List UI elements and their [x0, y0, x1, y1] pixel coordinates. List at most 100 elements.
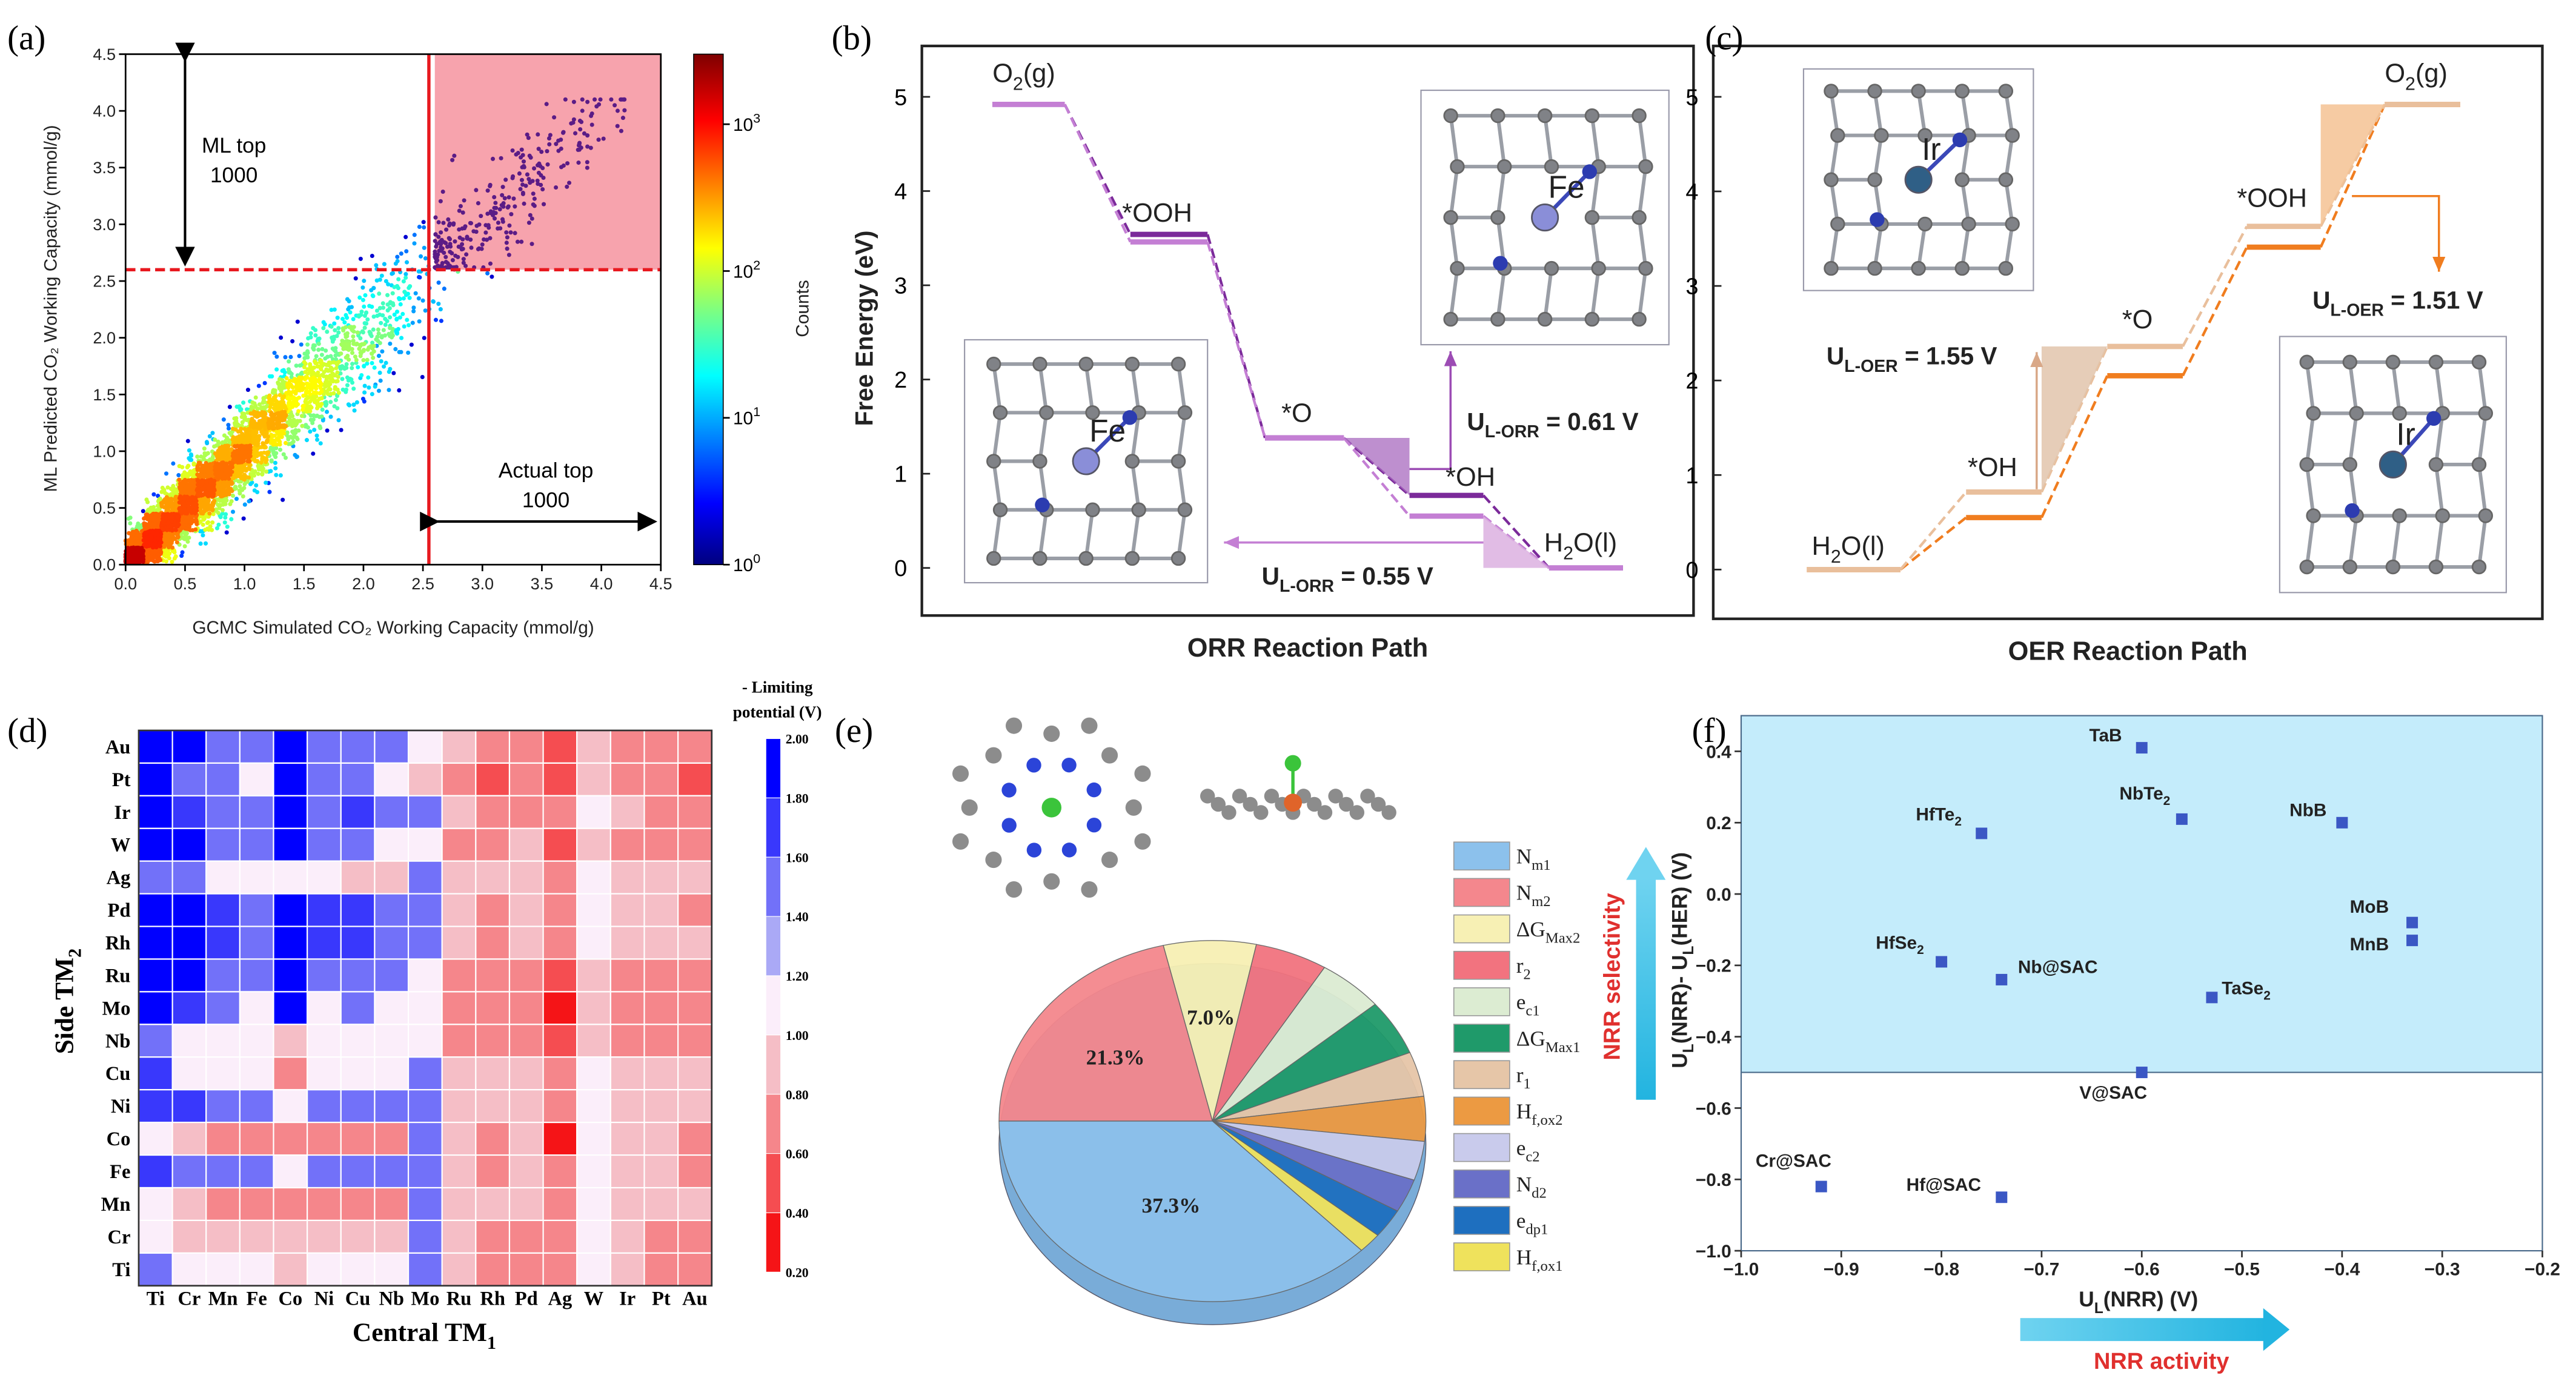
text-segment: O(l): [1573, 529, 1617, 558]
text-segment: = 1.55 V: [1898, 342, 1997, 370]
data-point: [315, 406, 320, 411]
data-point: [232, 444, 237, 449]
data-point: [513, 231, 517, 236]
data-point: [520, 190, 525, 195]
data-point: [227, 440, 232, 445]
data-point: [360, 285, 365, 290]
data-point: [236, 458, 241, 463]
colorbar-tick-base: 10: [733, 115, 753, 135]
y-tick-label: 1.5: [93, 385, 116, 404]
data-point: [391, 371, 396, 376]
data-point: [519, 147, 524, 152]
carbon-atom: [1911, 84, 1926, 99]
data-point: [264, 469, 269, 474]
data-point: [376, 388, 381, 393]
data-point: [254, 483, 259, 488]
heatmap-cell: [340, 795, 376, 829]
heatmap-cell: [374, 795, 410, 829]
text-segment: *O: [1281, 399, 1312, 428]
data-point: [188, 481, 193, 486]
data-point: [434, 259, 439, 264]
data-point: [511, 174, 516, 179]
data-point: [508, 230, 513, 235]
data-point: [174, 531, 179, 536]
data-point: [253, 405, 258, 409]
carbon-atom: [2435, 508, 2450, 523]
data-point: [620, 116, 625, 121]
data-point: [390, 271, 394, 276]
data-point: [589, 122, 594, 127]
carbon-atom: [1537, 108, 1553, 124]
carbon-atom: [1443, 210, 1458, 225]
data-point: [619, 128, 623, 133]
data-point: [149, 535, 154, 540]
heatmap-cell: [643, 762, 679, 796]
heatmap-cell: [609, 827, 645, 862]
data-point: [433, 256, 438, 261]
data-point: [447, 237, 453, 242]
heatmap-cell: [138, 827, 173, 862]
data-point: [210, 488, 214, 493]
data-point: [187, 535, 191, 540]
data-point: [222, 482, 227, 487]
data-point: [398, 302, 403, 306]
data-point: [264, 458, 269, 463]
data-point: [589, 113, 594, 118]
y-tick-label: 4: [894, 179, 907, 205]
data-point: [521, 159, 526, 164]
data-point: [176, 521, 181, 526]
data-point: [585, 165, 589, 170]
data-point: [206, 470, 211, 475]
heatmap-cell: [205, 729, 241, 764]
data-point: [297, 363, 302, 368]
data-point: [359, 349, 364, 354]
data-point: [531, 191, 536, 196]
data-point: [330, 367, 335, 372]
data-point: [399, 336, 404, 340]
data-point: [265, 439, 270, 443]
carbon-atom: [1954, 260, 1970, 276]
text-segment: U: [1262, 562, 1280, 590]
actual-top-label: Actual top: [499, 459, 594, 483]
data-point: [532, 166, 537, 171]
data-point: [324, 389, 329, 394]
data-point: [297, 354, 302, 359]
data-point: [490, 274, 494, 279]
data-point: [321, 320, 326, 325]
carbon-atom: [1177, 405, 1193, 420]
carbon-atom: [2005, 216, 2020, 232]
data-point: [379, 273, 384, 278]
data-point: [412, 241, 417, 246]
colorbar-label: Counts: [793, 280, 813, 337]
colorbar-tick-base: 10: [733, 555, 753, 575]
data-point: [327, 382, 332, 386]
data-point: [388, 341, 393, 346]
data-point: [383, 279, 388, 283]
data-point: [529, 242, 534, 247]
carbon-atom: [1638, 159, 1653, 174]
data-point: [405, 317, 410, 322]
data-point: [436, 234, 441, 239]
data-point: [198, 519, 203, 524]
metal-label: Ir: [2396, 416, 2415, 451]
data-point: [392, 312, 397, 317]
data-point: [492, 205, 497, 210]
data-point: [242, 477, 247, 482]
data-point: [516, 151, 520, 156]
heatmap-cell: [609, 762, 645, 796]
y-axis-label: ML Predicted CO₂ Working Capacity (mmol/…: [41, 125, 61, 492]
data-point: [315, 402, 320, 407]
data-point: [407, 296, 412, 300]
data-point: [288, 379, 293, 383]
heatmap-cell: [508, 729, 544, 764]
data-point: [396, 277, 401, 282]
heatmap-cell: [273, 827, 308, 862]
heatmap-cell: [677, 729, 712, 764]
carbon-atom: [1177, 502, 1193, 517]
data-point: [493, 200, 498, 205]
heatmap-cell: [239, 795, 274, 829]
data-point: [248, 450, 253, 455]
data-point: [158, 558, 163, 563]
heatmap-cell: [609, 860, 645, 895]
carbon-atom: [1085, 502, 1100, 517]
